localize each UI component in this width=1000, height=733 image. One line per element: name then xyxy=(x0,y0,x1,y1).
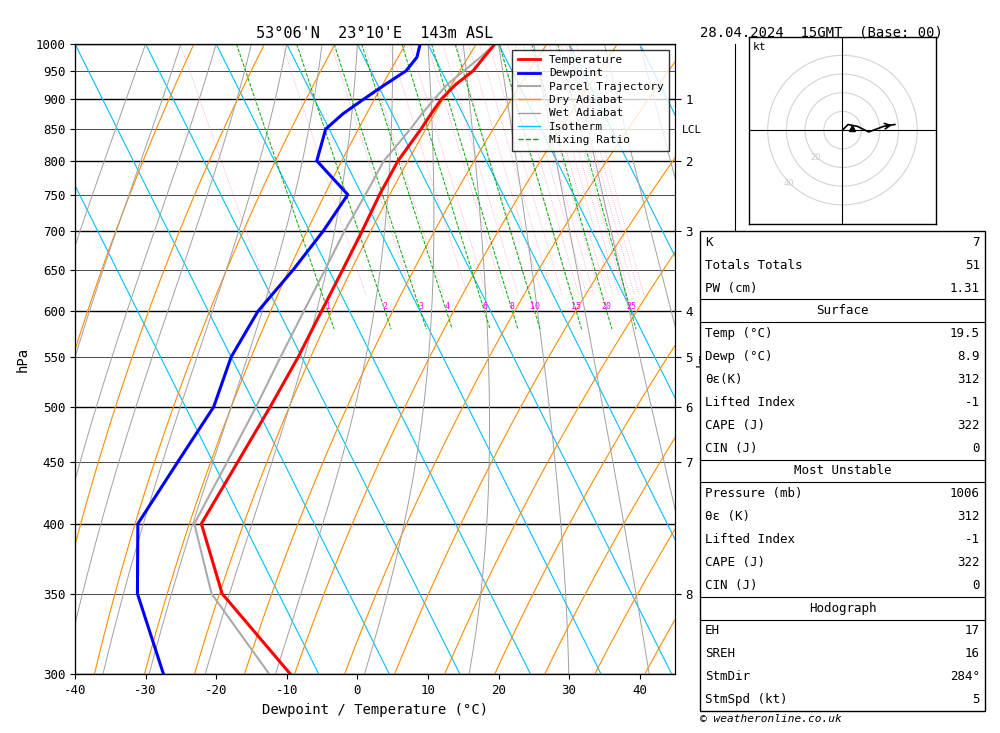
Text: 19.5: 19.5 xyxy=(950,327,980,340)
Text: EH: EH xyxy=(705,625,720,638)
Text: 1: 1 xyxy=(326,303,331,312)
Text: 322: 322 xyxy=(957,419,980,432)
Text: CAPE (J): CAPE (J) xyxy=(705,556,765,569)
Text: 0: 0 xyxy=(972,579,980,592)
Text: 312: 312 xyxy=(957,510,980,523)
Text: 7: 7 xyxy=(972,236,980,248)
Text: θε(K): θε(K) xyxy=(705,373,742,386)
Text: K: K xyxy=(705,236,712,248)
Text: Most Unstable: Most Unstable xyxy=(794,465,891,477)
Y-axis label: Mixing Ratio (g/kg): Mixing Ratio (g/kg) xyxy=(741,295,751,423)
Text: 312: 312 xyxy=(957,373,980,386)
Text: 4: 4 xyxy=(444,303,449,312)
Text: © weatheronline.co.uk: © weatheronline.co.uk xyxy=(700,714,842,724)
Text: 0: 0 xyxy=(972,441,980,454)
Text: CIN (J): CIN (J) xyxy=(705,579,758,592)
Text: 1.31: 1.31 xyxy=(950,281,980,295)
Title: 53°06'N  23°10'E  143m ASL: 53°06'N 23°10'E 143m ASL xyxy=(256,26,494,42)
Text: Dewp (°C): Dewp (°C) xyxy=(705,350,772,363)
Text: PW (cm): PW (cm) xyxy=(705,281,758,295)
Text: StmDir: StmDir xyxy=(705,670,750,683)
Text: 40: 40 xyxy=(783,180,794,188)
Text: 25: 25 xyxy=(626,303,636,312)
Text: Lifted Index: Lifted Index xyxy=(705,396,795,409)
Text: 322: 322 xyxy=(957,556,980,569)
Text: 20: 20 xyxy=(810,152,821,161)
Text: CIN (J): CIN (J) xyxy=(705,441,758,454)
Text: 8.9: 8.9 xyxy=(957,350,980,363)
Text: 1006: 1006 xyxy=(950,487,980,501)
Text: Pressure (mb): Pressure (mb) xyxy=(705,487,802,501)
Text: StmSpd (kt): StmSpd (kt) xyxy=(705,693,788,706)
Text: 8: 8 xyxy=(510,303,515,312)
Text: kt: kt xyxy=(753,42,766,52)
Text: 5: 5 xyxy=(972,693,980,706)
Y-axis label: hPa: hPa xyxy=(16,347,30,372)
Text: 2: 2 xyxy=(383,303,388,312)
Text: 16: 16 xyxy=(965,647,980,660)
Text: LCL: LCL xyxy=(682,125,702,136)
Text: Temp (°C): Temp (°C) xyxy=(705,327,772,340)
Text: Totals Totals: Totals Totals xyxy=(705,259,802,272)
Legend: Temperature, Dewpoint, Parcel Trajectory, Dry Adiabat, Wet Adiabat, Isotherm, Mi: Temperature, Dewpoint, Parcel Trajectory… xyxy=(512,50,669,151)
Text: CAPE (J): CAPE (J) xyxy=(705,419,765,432)
Text: 51: 51 xyxy=(965,259,980,272)
Text: -1: -1 xyxy=(965,396,980,409)
Text: Surface: Surface xyxy=(816,304,869,317)
X-axis label: Dewpoint / Temperature (°C): Dewpoint / Temperature (°C) xyxy=(262,703,488,717)
Y-axis label: km
ASL: km ASL xyxy=(696,348,724,370)
Text: Hodograph: Hodograph xyxy=(809,602,876,615)
Text: -1: -1 xyxy=(965,533,980,546)
Text: 284°: 284° xyxy=(950,670,980,683)
Text: 15: 15 xyxy=(571,303,581,312)
Text: 20: 20 xyxy=(602,303,612,312)
Text: 3: 3 xyxy=(418,303,423,312)
Text: 10: 10 xyxy=(530,303,540,312)
Text: θε (K): θε (K) xyxy=(705,510,750,523)
Text: 17: 17 xyxy=(965,625,980,638)
Text: Lifted Index: Lifted Index xyxy=(705,533,795,546)
Text: 28.04.2024  15GMT  (Base: 00): 28.04.2024 15GMT (Base: 00) xyxy=(700,26,943,40)
Text: 6: 6 xyxy=(482,303,487,312)
Text: SREH: SREH xyxy=(705,647,735,660)
